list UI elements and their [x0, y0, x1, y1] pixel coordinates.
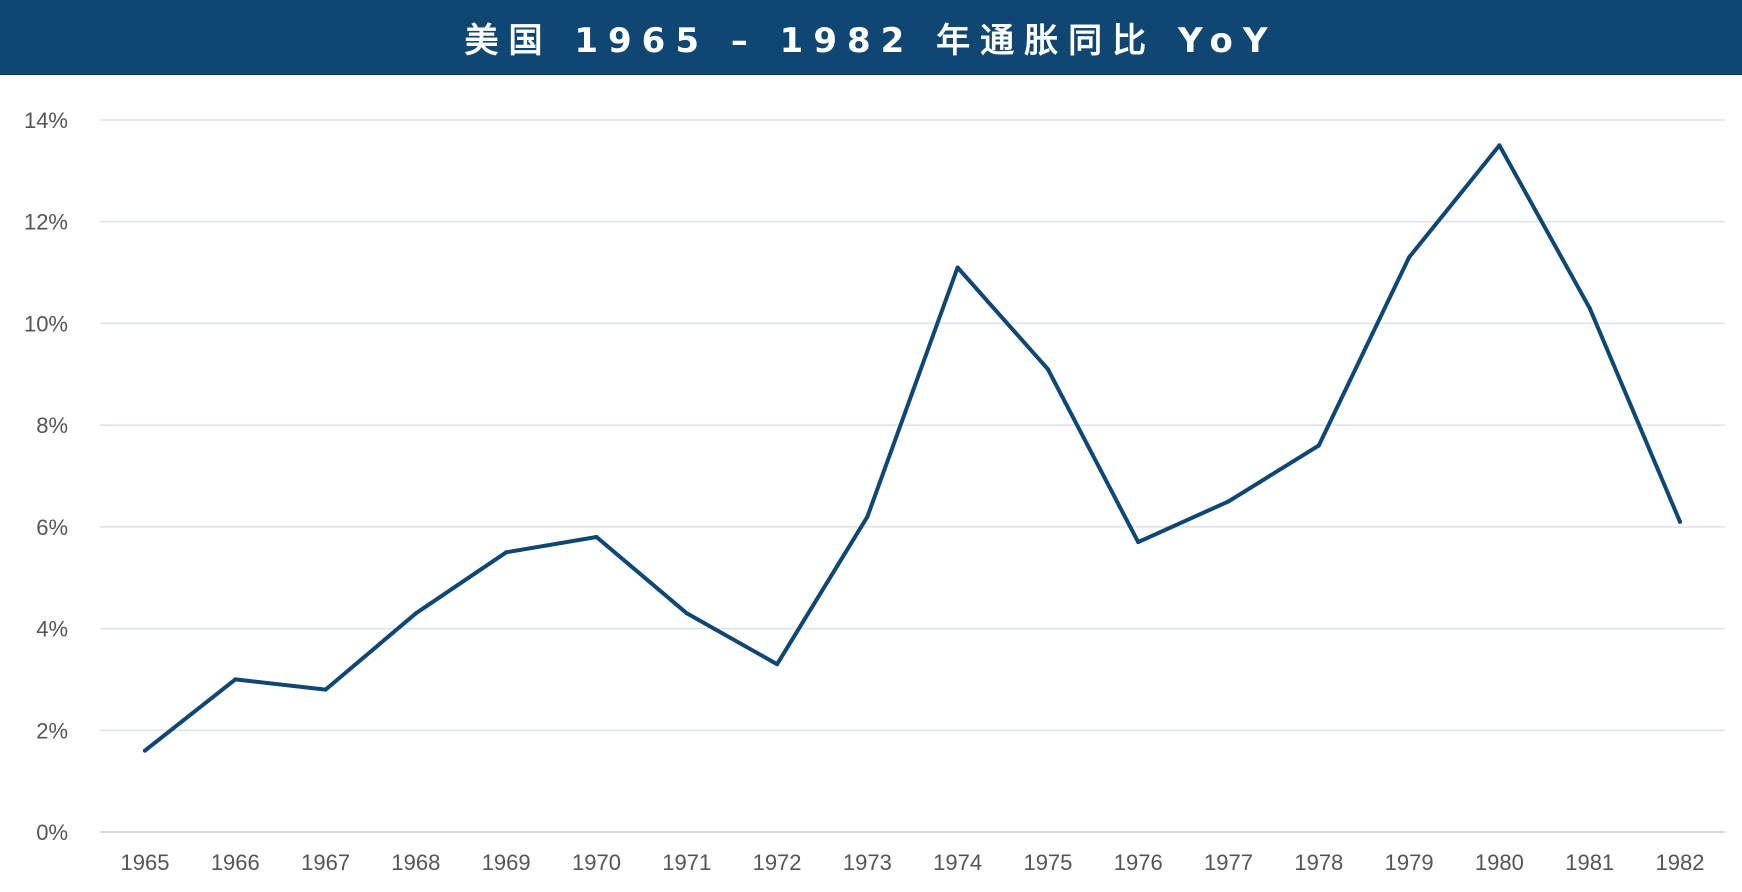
data-point: [413, 611, 418, 616]
x-tick-label: 1970: [572, 850, 621, 875]
data-point: [594, 535, 599, 540]
data-point: [323, 687, 328, 692]
data-point: [865, 514, 870, 519]
data-point: [504, 550, 509, 555]
chart-title: 美国 1965 – 1982 年通胀同比 YoY: [464, 20, 1278, 61]
data-point: [775, 662, 780, 667]
data-point: [1407, 255, 1412, 260]
data-point: [143, 748, 147, 753]
x-tick-label: 1971: [662, 850, 711, 875]
x-tick-label: 1978: [1294, 850, 1343, 875]
y-tick-label: 0%: [36, 820, 68, 845]
data-point: [1316, 443, 1321, 448]
x-tick-label: 1981: [1565, 850, 1614, 875]
x-tick-label: 1969: [482, 850, 531, 875]
x-tick-label: 1975: [1023, 850, 1072, 875]
data-point: [1678, 519, 1682, 524]
data-point: [233, 677, 238, 682]
x-tick-label: 1979: [1385, 850, 1434, 875]
data-point: [1226, 499, 1231, 504]
y-tick-label: 14%: [24, 108, 68, 133]
data-point: [1136, 540, 1141, 545]
y-tick-label: 10%: [24, 311, 68, 336]
data-point: [684, 611, 689, 616]
x-tick-label: 1974: [933, 850, 982, 875]
x-tick-label: 1977: [1204, 850, 1253, 875]
line-chart: 0% 2% 4% 6% 8% 10% 12% 14% 1965 1966 1967 1968 1969 1…: [24, 108, 1725, 875]
y-tick-label: 8%: [36, 413, 68, 438]
data-point: [1045, 367, 1050, 372]
data-point: [1497, 143, 1502, 148]
x-tick-label: 1965: [121, 850, 170, 875]
data-point: [1587, 306, 1592, 311]
y-tick-label: 2%: [36, 718, 68, 743]
x-tick-label: 1966: [211, 850, 260, 875]
x-tick-label: 1972: [753, 850, 802, 875]
x-tick-label: 1982: [1656, 850, 1705, 875]
y-tick-label: 12%: [24, 210, 68, 235]
x-tick-label: 1980: [1475, 850, 1524, 875]
series-line: [143, 143, 1682, 753]
y-tick-label: 4%: [36, 617, 68, 642]
x-tick-label: 1976: [1114, 850, 1163, 875]
x-tick-label: 1968: [391, 850, 440, 875]
data-point: [955, 265, 960, 270]
x-tick-label: 1973: [843, 850, 892, 875]
y-tick-label: 6%: [36, 515, 68, 540]
x-tick-label: 1967: [301, 850, 350, 875]
chart-title-bar: 美国 1965 – 1982 年通胀同比 YoY: [0, 0, 1742, 75]
